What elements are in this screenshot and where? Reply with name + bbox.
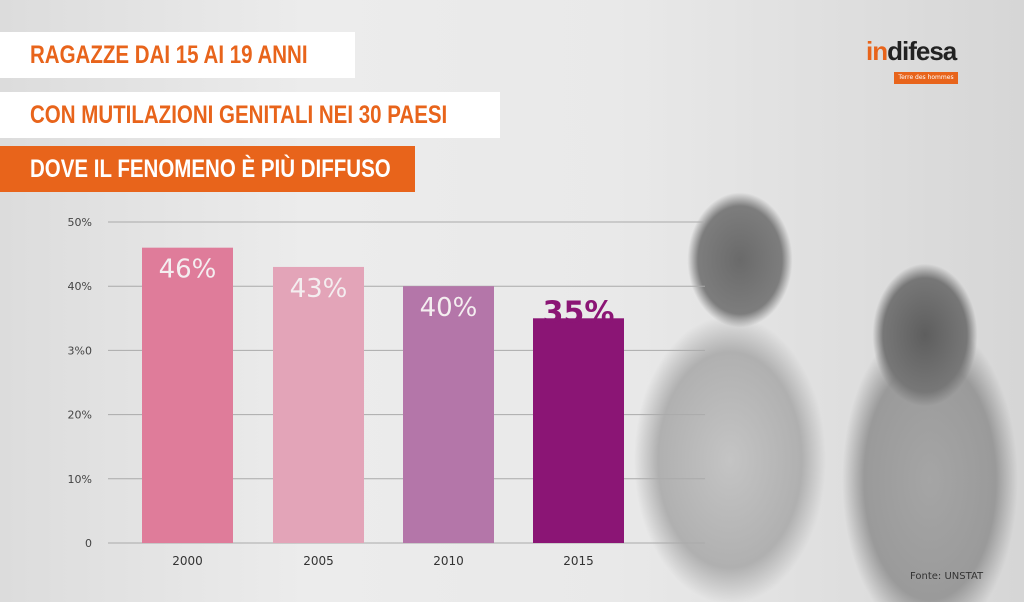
y-tick-label: 3%0 — [68, 344, 92, 357]
source-note: Fonte: UNSTAT — [910, 571, 984, 582]
background-photo — [620, 160, 1024, 602]
bar-2010 — [403, 286, 494, 543]
x-tick-label: 2015 — [563, 554, 594, 568]
y-tick-label: 50% — [68, 216, 92, 229]
data-label: 35% — [543, 295, 615, 330]
logo-text-orange: in — [866, 36, 888, 66]
data-label: 40% — [420, 293, 478, 323]
logo-text-dark: difesa — [887, 36, 957, 66]
data-label: 46% — [159, 255, 217, 285]
bar-2015 — [533, 318, 624, 543]
title-line-3: DOVE IL FENOMENO È PIÙ DIFFUSO — [0, 146, 415, 192]
title-text: RAGAZZE DAI 15 AI 19 ANNI — [30, 40, 308, 69]
bar-2000 — [142, 247, 233, 543]
logo-subtitle: Terre des hommes — [894, 72, 958, 84]
x-tick-label: 2005 — [303, 554, 334, 568]
y-tick-label: 40% — [68, 280, 92, 293]
y-tick-label: 20% — [68, 409, 92, 422]
y-tick-label: 0 — [85, 537, 92, 550]
bar-2005 — [273, 266, 364, 543]
title-line-2: CON MUTILAZIONI GENITALI NEI 30 PAESI — [0, 92, 500, 138]
y-tick-label: 10% — [68, 473, 92, 486]
data-label: 43% — [290, 274, 348, 304]
title-line-1: RAGAZZE DAI 15 AI 19 ANNI — [0, 32, 355, 78]
indifesa-logo: indifesa Terre des hommes — [866, 36, 958, 84]
title-text: CON MUTILAZIONI GENITALI NEI 30 PAESI — [30, 100, 448, 129]
title-text: DOVE IL FENOMENO È PIÙ DIFFUSO — [30, 154, 391, 183]
x-tick-label: 2010 — [433, 554, 464, 568]
x-tick-label: 2000 — [172, 554, 203, 568]
